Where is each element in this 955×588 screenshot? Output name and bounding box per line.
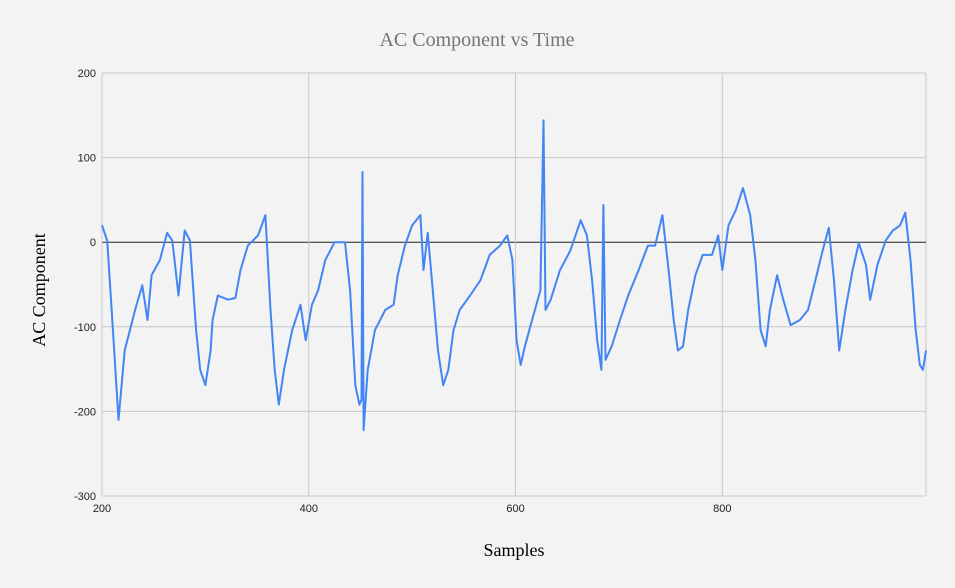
y-axis-title: AC Component [29,233,49,347]
gridlines [101,72,927,497]
x-tick-label: 600 [506,503,524,515]
chart-title: AC Component vs Time [379,29,574,51]
x-tick-label: 400 [300,503,318,515]
y-tick-label: 100 [78,153,96,165]
x-axis-title: Samples [484,540,545,560]
x-tick-label: 800 [713,503,731,515]
x-tick-label: 200 [93,503,111,515]
y-tick-label: 0 [90,237,96,249]
y-tick-label: -200 [74,406,96,418]
y-tick-label: -100 [74,322,96,334]
tick-labels: -300 -200 -100 0 100 200 200 400 600 800 [74,68,732,515]
y-tick-label: 200 [78,68,96,80]
y-tick-label: -300 [74,491,96,503]
series-line [101,119,927,431]
